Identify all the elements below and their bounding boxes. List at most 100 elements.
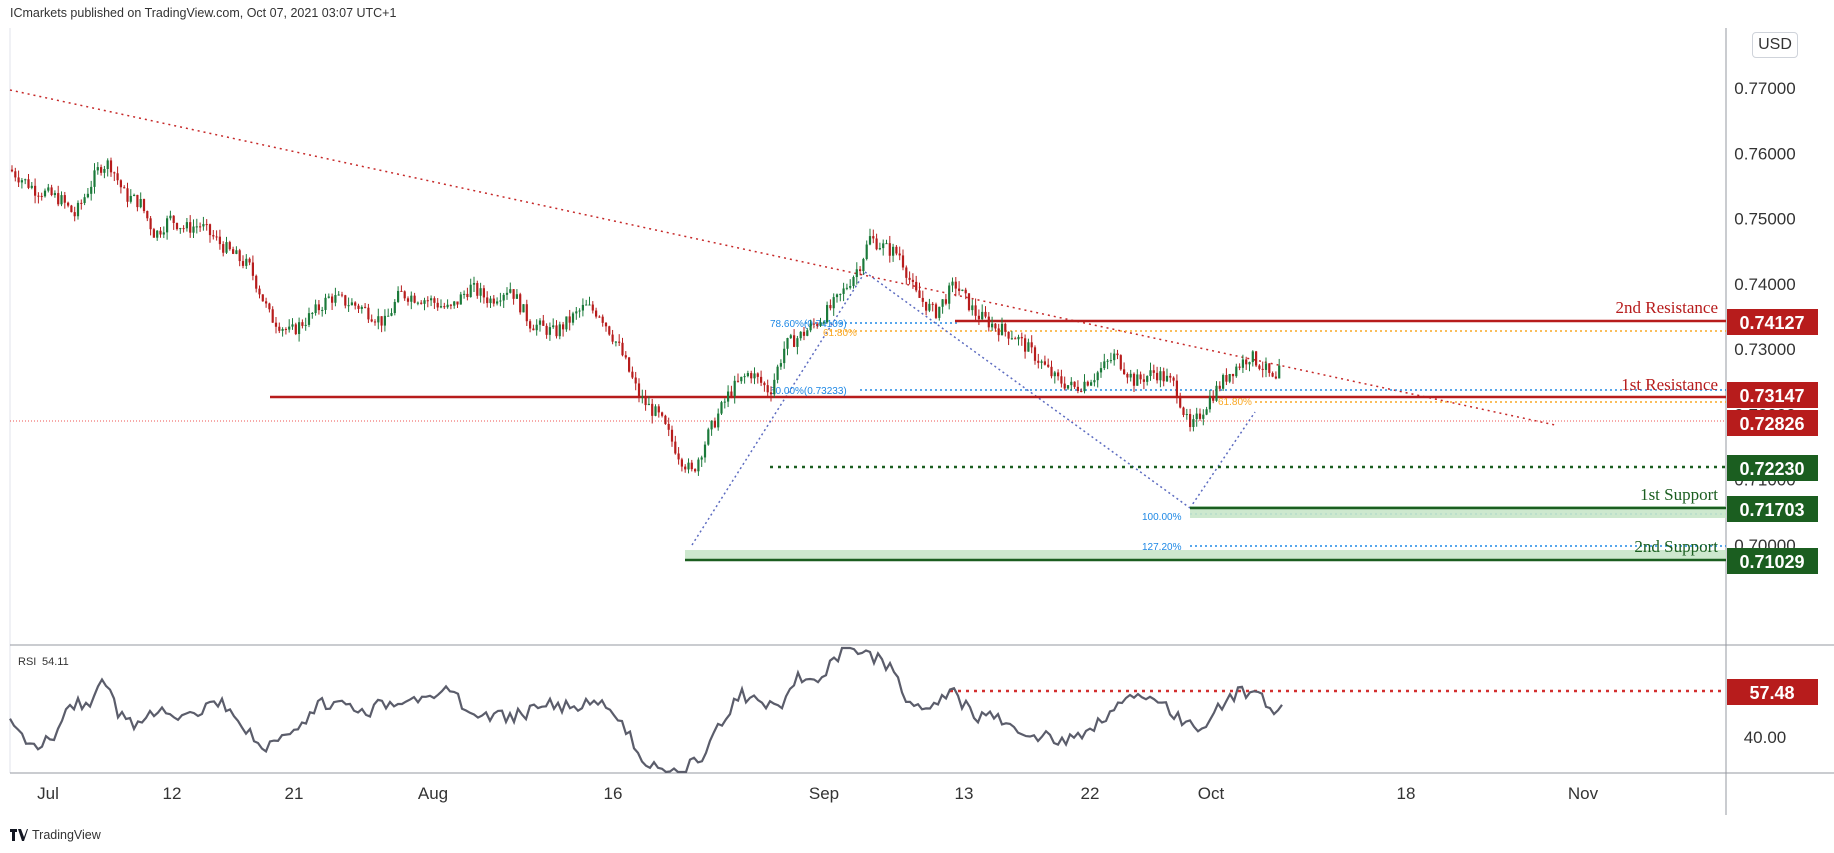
candle-body	[601, 316, 604, 323]
candle-body	[545, 325, 548, 335]
candle-body	[786, 338, 789, 349]
candle-body	[1152, 370, 1155, 373]
candle-body	[126, 188, 129, 202]
candle-body	[921, 297, 924, 302]
candle-body	[344, 295, 347, 306]
candle-body	[172, 215, 175, 224]
candle-body	[410, 295, 413, 302]
candle-body	[779, 363, 782, 367]
candle-body	[776, 366, 779, 380]
candle-body	[855, 269, 858, 278]
candle-body	[116, 173, 119, 181]
candle-body	[928, 303, 931, 311]
candle-body	[888, 243, 891, 256]
candle-body	[987, 316, 990, 328]
candle-body	[1139, 374, 1142, 380]
candle-body	[430, 298, 433, 301]
candle-body	[1274, 376, 1277, 379]
candle-body	[364, 306, 367, 308]
candle-body	[420, 302, 423, 304]
candle-body	[1159, 371, 1162, 381]
candle-body	[1222, 375, 1225, 389]
candle-body	[941, 299, 944, 307]
candle-body	[512, 289, 515, 299]
candle-body	[806, 330, 809, 336]
candle-body	[370, 319, 373, 322]
candle-body	[1278, 365, 1281, 379]
currency-badge[interactable]: USD	[1752, 32, 1798, 58]
candle-body	[934, 304, 938, 318]
candle-body	[472, 283, 476, 285]
candle-body	[80, 202, 83, 204]
candle-body	[608, 326, 611, 335]
candle-body	[354, 302, 357, 306]
candle-body	[812, 323, 815, 325]
x-tick-label: 22	[1081, 784, 1100, 803]
candle-body	[218, 236, 221, 245]
candle-body	[634, 377, 637, 384]
pattern-leg-3	[1189, 411, 1256, 509]
candle-body	[538, 320, 542, 325]
candle-body	[684, 466, 687, 470]
candle-body	[162, 232, 165, 235]
candle-body	[314, 304, 317, 314]
candle-body	[169, 215, 172, 219]
candle-body	[86, 193, 89, 198]
candle-body	[710, 420, 713, 430]
candle-body	[918, 290, 921, 298]
candle-body	[1070, 381, 1073, 386]
candle-body	[446, 304, 449, 308]
candle-body	[459, 294, 462, 305]
candle-body	[717, 413, 720, 428]
candle-body	[859, 269, 862, 272]
candle-body	[205, 224, 208, 226]
candle-body	[24, 179, 27, 181]
candle-body	[265, 301, 268, 304]
candle-body	[1175, 380, 1178, 398]
candle-body	[647, 403, 650, 406]
candle-body	[878, 248, 881, 250]
candle-body	[901, 255, 905, 268]
candle-body	[123, 187, 126, 189]
descending-trendline	[9, 89, 1556, 426]
candle-body	[756, 373, 759, 377]
candle-body	[694, 469, 697, 472]
candle-body	[175, 223, 179, 230]
candle-body	[631, 371, 634, 378]
candle-body	[911, 279, 914, 282]
candle-body	[1027, 342, 1030, 352]
candle-body	[1040, 361, 1043, 363]
candle-body	[723, 401, 726, 403]
candle-body	[222, 244, 225, 253]
second-support-zone	[685, 550, 1726, 560]
candle-body	[760, 376, 763, 383]
candle-body	[103, 168, 106, 173]
candle-body	[611, 334, 614, 342]
candle-body	[1205, 409, 1208, 415]
candle-body	[251, 262, 254, 276]
candle-body	[967, 293, 971, 311]
badge-2nd-support-text: 0.71029	[1739, 552, 1804, 572]
candle-body	[1218, 385, 1221, 389]
candle-body	[974, 305, 977, 316]
candle-body	[268, 303, 271, 310]
candle-body	[133, 194, 136, 196]
candle-body	[1030, 342, 1033, 348]
candle-body	[799, 331, 802, 339]
candle-body	[1090, 382, 1093, 386]
candle-body	[618, 341, 621, 343]
candle-body	[994, 323, 997, 329]
candle-body	[736, 380, 740, 382]
candle-body	[317, 304, 320, 311]
candle-body	[337, 294, 340, 296]
candle-body	[1007, 331, 1010, 339]
candle-body	[1258, 365, 1261, 369]
candle-body	[258, 288, 261, 295]
candle-body	[1225, 375, 1228, 382]
candle-body	[406, 298, 410, 302]
candle-body	[654, 406, 657, 416]
candle-body	[1251, 351, 1254, 363]
candle-body	[515, 294, 518, 299]
candle-body	[1076, 386, 1079, 392]
candle-body	[63, 195, 66, 203]
